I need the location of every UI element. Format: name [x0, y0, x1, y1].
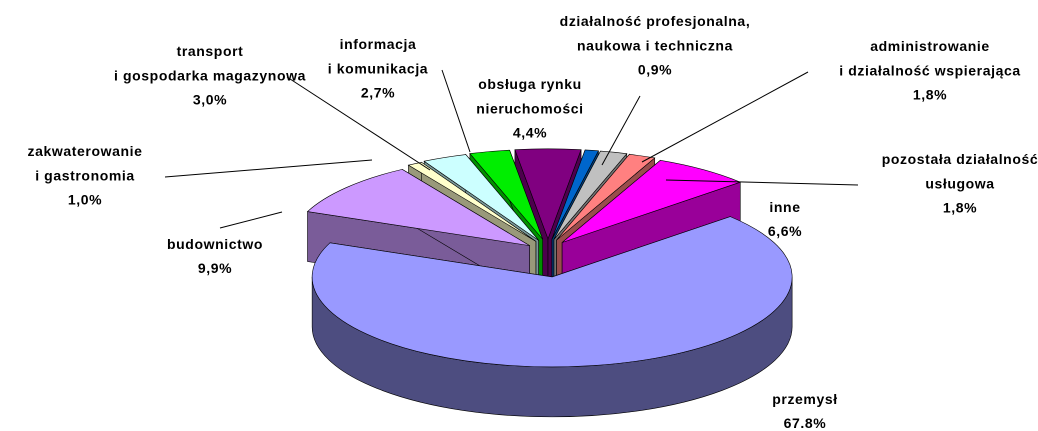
slice-label-line: nieruchomości — [476, 100, 583, 116]
leader-line — [286, 76, 431, 171]
slice — [556, 153, 656, 241]
value-label: 9,9% — [198, 260, 232, 276]
slice-label: inne — [769, 199, 800, 215]
leader-line — [441, 69, 471, 153]
slice-label: przemysł — [772, 391, 838, 407]
slice-label-line: i gastronomia — [35, 167, 135, 183]
slice — [306, 169, 530, 246]
leader-line — [665, 179, 859, 186]
value-label: 1,0% — [68, 192, 102, 208]
slice-label-line: informacja — [340, 36, 417, 52]
value-label: 2,7% — [361, 85, 395, 101]
slice-label: transport i gospodarka magazynowa — [114, 43, 306, 84]
leader-line — [601, 95, 641, 166]
value-label: 4,4% — [513, 125, 547, 141]
slice — [551, 149, 599, 240]
slice-label-line: budownictwo — [167, 236, 263, 252]
slice-label-line: obsługa rynku — [478, 76, 581, 92]
slice — [469, 149, 543, 240]
slice — [553, 150, 628, 240]
slice — [423, 154, 539, 241]
slice-label-line: usługowa — [925, 175, 994, 191]
value-label: 0,9% — [638, 62, 672, 78]
value-label: 1,8% — [913, 87, 947, 103]
slice — [311, 216, 793, 368]
slice-label: informacja i komunikacja — [328, 36, 428, 77]
slice-label-line: pozostała działalność — [882, 151, 1038, 167]
leader-line — [641, 71, 809, 163]
slice — [407, 161, 537, 242]
slice-label: pozostała działalność usługowa — [882, 151, 1038, 192]
value-label: 6,6% — [768, 223, 802, 239]
value-label: 3,0% — [193, 92, 227, 108]
slice-label: obsługa rynku nieruchomości — [476, 76, 583, 117]
slice-label-line: zakwaterowanie — [28, 143, 143, 159]
slice-label-line: naukowa i techniczna — [577, 37, 733, 53]
value-label: 1,8% — [943, 200, 977, 216]
slice-label-line: przemysł — [772, 391, 838, 407]
slice-label-line: działalność profesjonalna, — [560, 13, 751, 29]
slice-label-line: administrowanie — [870, 38, 989, 54]
leader-line — [219, 211, 283, 229]
slice — [514, 148, 582, 240]
slice-label-line: i działalność wspierająca — [839, 62, 1021, 78]
value-label: 67.8% — [784, 415, 827, 431]
slice-label: budownictwo — [167, 236, 263, 252]
slice-label-line: transport — [177, 43, 244, 59]
slice-label: działalność profesjonalna, naukowa i tech… — [560, 13, 751, 54]
slice-label-line: i komunikacja — [328, 60, 428, 76]
leader-line — [164, 159, 373, 178]
slice-label-line: inne — [769, 199, 800, 215]
slice-label-line: i gospodarka magazynowa — [114, 67, 306, 83]
slice-label: administrowanie i działalność wspierająca — [839, 38, 1021, 79]
slice-label: zakwaterowanie i gastronomia — [28, 143, 143, 184]
